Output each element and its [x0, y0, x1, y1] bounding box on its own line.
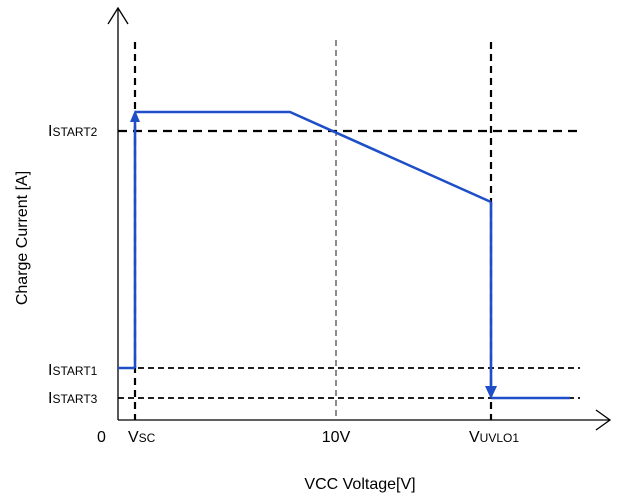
vsc-label-sub: SC — [139, 431, 156, 445]
10v-label: 10V — [322, 429, 351, 446]
x-axis-arrow-icon — [595, 409, 612, 431]
vsc-label-main: V — [128, 429, 139, 446]
istart2-label-sub: START2 — [52, 125, 97, 139]
rise-arrowhead-icon — [130, 110, 140, 122]
istart1-label-sub: START1 — [52, 364, 97, 378]
curve-segment-plateau-and-slope — [135, 110, 492, 204]
istart3-label: ISTART3 — [48, 390, 98, 407]
istart2-label: ISTART2 — [48, 123, 98, 140]
istart1-label: ISTART1 — [48, 362, 98, 379]
istart3-label-sub: START3 — [52, 392, 97, 406]
origin-label: 0 — [97, 429, 106, 446]
x-axis-title: VCC Voltage[V] — [304, 476, 415, 493]
y-axis-arrow-icon — [107, 6, 129, 25]
vuvlo1-label: VUVLO1 — [469, 429, 519, 446]
istart2-label-main: I — [48, 123, 52, 140]
axes — [107, 6, 612, 431]
istart3-label-main: I — [48, 390, 52, 407]
drop-arrowhead-icon — [485, 386, 497, 399]
charge-current-curve — [118, 110, 570, 400]
y-axis-title: Charge Current [A] — [14, 171, 31, 305]
guide-lines — [118, 40, 580, 420]
vuvlo1-label-sub: UVLO1 — [480, 431, 520, 445]
vsc-label: VSC — [128, 429, 156, 446]
istart1-label-main: I — [48, 362, 52, 379]
vuvlo1-label-main: V — [469, 429, 480, 446]
